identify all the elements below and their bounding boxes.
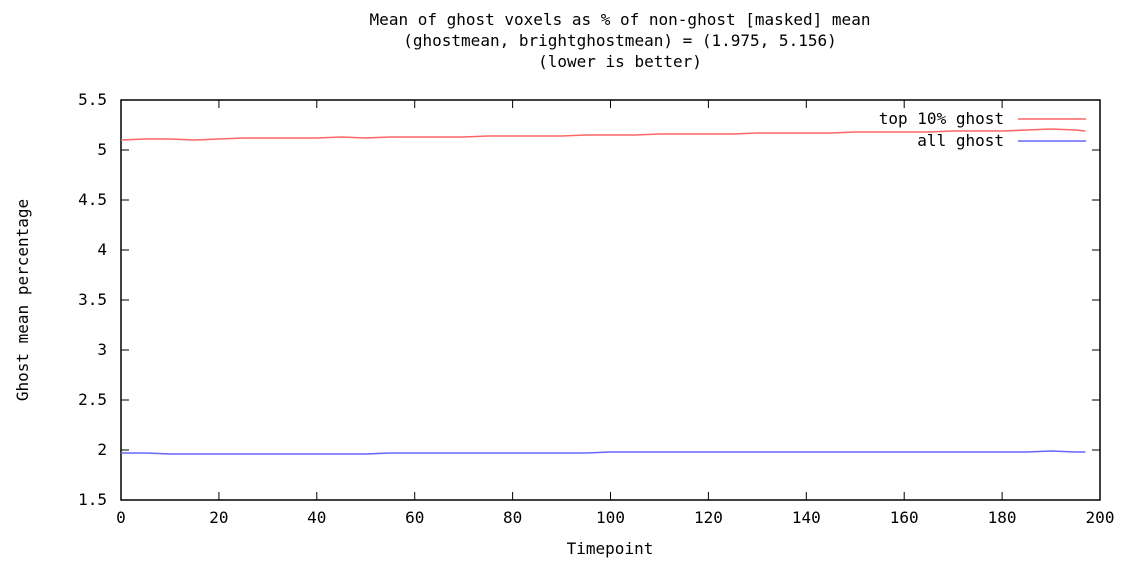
x-tick-label: 100 <box>596 508 625 527</box>
x-tick-label: 120 <box>694 508 723 527</box>
y-tick-label: 5.5 <box>78 90 107 109</box>
chart-title-line-3: (lower is better) <box>538 52 702 71</box>
y-tick-label: 4 <box>97 240 107 259</box>
y-tick-label: 2 <box>97 440 107 459</box>
chart-title-line-2: (ghostmean, brightghostmean) = (1.975, 5… <box>403 31 836 50</box>
x-tick-label: 0 <box>116 508 126 527</box>
legend-label-1: all ghost <box>917 131 1004 150</box>
x-axis-label: Timepoint <box>567 539 654 558</box>
y-tick-label: 4.5 <box>78 190 107 209</box>
x-tick-label: 60 <box>405 508 424 527</box>
series-layer <box>120 128 1086 455</box>
y-axis-label: Ghost mean percentage <box>13 199 32 401</box>
x-tick-label: 140 <box>792 508 821 527</box>
legend: top 10% ghost all ghost <box>879 109 1086 150</box>
x-tick-label: 160 <box>890 508 919 527</box>
y-tick-label: 3.5 <box>78 290 107 309</box>
x-tick-label: 200 <box>1086 508 1115 527</box>
axis-ticks <box>120 99 1101 501</box>
series-line-0 <box>120 128 1086 141</box>
y-tick-label: 1.5 <box>78 490 107 509</box>
chart-title: Mean of ghost voxels as % of non-ghost [… <box>370 10 871 71</box>
x-tick-label: 80 <box>503 508 522 527</box>
x-tick-label: 180 <box>988 508 1017 527</box>
y-tick-label: 2.5 <box>78 390 107 409</box>
series-line-1 <box>121 450 1086 455</box>
axis-tick-labels: 0 20 40 60 80 100 120 140 160 180 200 1.5 2 2.5 3 3.5 4 4… <box>78 90 1114 527</box>
x-tick-label: 40 <box>307 508 326 527</box>
legend-label-0: top 10% ghost <box>879 109 1004 128</box>
y-tick-label: 5 <box>97 140 107 159</box>
plot-frame <box>120 99 1101 501</box>
y-tick-label: 3 <box>97 340 107 359</box>
x-tick-label: 20 <box>209 508 228 527</box>
chart-title-line-1: Mean of ghost voxels as % of non-ghost [… <box>370 10 871 29</box>
